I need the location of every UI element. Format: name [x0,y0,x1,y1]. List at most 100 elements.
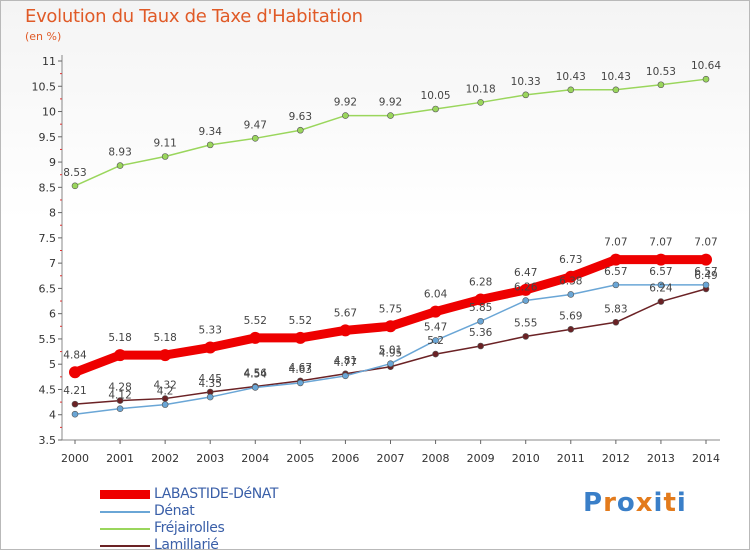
data-label-labastide: 5.67 [334,307,357,319]
data-point-labastide [474,293,487,306]
data-point-frejairolles [251,135,259,142]
x-tick-label: 2014 [692,452,720,465]
data-label-lamillarie: 5.2 [427,335,444,347]
data-point-lamillarie [657,298,665,305]
y-tick-label: 4.5 [39,383,57,396]
data-label-labastide: 4.84 [63,349,87,361]
data-point-labastide [159,349,172,362]
chart-series-layer [69,75,712,418]
x-tick-label: 2003 [196,452,224,465]
data-label-lamillarie: 4.32 [153,380,176,392]
data-point-labastide [654,253,667,266]
logo-letter: r [603,488,617,518]
data-point-denat [206,393,214,401]
y-tick-label: 8 [49,207,56,220]
logo-letter: t [663,488,677,518]
data-label-lamillarie: 4.21 [63,385,86,397]
data-label-lamillarie: 4.81 [334,355,357,367]
logo-letter: o [616,488,636,518]
chart-title: Evolution du Taux de Taxe d'Habitation [25,6,363,27]
x-tick-label: 2002 [151,452,179,465]
data-label-denat: 6.57 [604,266,627,278]
data-label-denat: 5.85 [469,302,492,314]
data-point-labastide [609,253,622,266]
legend-label-lamillarie: Lamillarié [154,537,219,553]
data-label-lamillarie: 5.55 [514,317,537,329]
data-label-denat: 4.77 [334,357,357,369]
x-tick-label: 2008 [422,452,450,465]
data-label-labastide: 5.52 [289,315,312,327]
data-point-denat [657,281,665,289]
data-label-lamillarie: 6.49 [694,270,717,282]
data-point-labastide [429,305,442,318]
x-tick-label: 2012 [602,452,630,465]
logo-letter: i [653,488,664,518]
y-tick-label: 7.5 [39,232,57,245]
data-point-labastide [204,341,217,354]
y-tick-label: 9.5 [39,131,57,144]
data-point-denat [702,281,710,289]
data-label-lamillarie: 5.83 [604,303,627,315]
data-point-labastide [69,366,81,379]
data-point-denat [342,372,349,380]
data-label-frejairolles: 9.63 [289,111,312,123]
data-point-lamillarie [71,400,79,408]
data-label-labastide: 6.47 [514,267,537,279]
data-point-frejairolles [342,112,349,119]
data-label-labastide: 7.07 [649,237,672,249]
data-point-frejairolles [477,99,484,106]
y-tick-label: 6.5 [39,282,57,295]
data-point-denat [71,410,79,418]
data-point-lamillarie [612,318,620,326]
data-label-labastide: 5.33 [199,325,222,337]
logo-letter: x [635,488,654,518]
x-tick-label: 2005 [286,452,314,465]
data-point-frejairolles [612,86,620,94]
data-point-frejairolles [71,182,79,190]
y-tick-label: 8.5 [39,181,57,194]
data-label-denat: 6.38 [559,275,582,287]
legend-label-denat: Dénat [154,503,195,519]
legend-label-labastide: LABASTIDE-DéNAT [154,486,279,502]
data-point-denat [432,337,439,344]
data-point-labastide [249,331,262,344]
legend-swatch-labastide [100,490,150,499]
data-label-frejairolles: 9.92 [334,97,357,109]
data-point-frejairolles [116,162,124,169]
data-point-denat [612,281,620,289]
y-tick-label: 7 [49,257,56,270]
data-label-frejairolles: 9.92 [379,97,402,109]
data-label-lamillarie: 4.28 [108,382,131,394]
chart-data-labels: 8.53 8.93 9.11 9.34 9.47 9.63 9.92 9.92 10.05 10.… [63,60,721,401]
x-tick-label: 2013 [647,452,675,465]
y-tick-label: 10.5 [32,80,57,93]
data-label-labastide: 5.52 [244,315,267,327]
data-point-labastide [564,270,577,283]
x-tick-label: 2001 [106,452,134,465]
data-point-labastide [294,331,307,344]
data-point-labastide [339,324,352,337]
data-point-labastide [114,349,127,362]
data-label-labastide: 6.73 [559,254,582,266]
y-tick-label: 10 [42,106,56,119]
data-label-labastide: 7.07 [694,237,717,249]
data-label-labastide: 5.18 [153,332,176,344]
data-point-frejairolles [522,91,530,99]
data-point-lamillarie [567,326,575,333]
data-label-labastide: 7.07 [604,237,627,249]
data-label-denat: 4.12 [108,390,131,402]
logo-letter: i [676,488,687,518]
data-point-denat [567,291,575,298]
y-tick-label: 11 [42,55,56,68]
x-tick-label: 2009 [467,452,495,465]
data-label-frejairolles: 10.64 [691,60,721,72]
data-label-frejairolles: 9.47 [244,119,267,131]
data-point-denat [522,297,530,304]
data-point-frejairolles [567,86,575,94]
data-point-lamillarie [477,342,484,350]
y-tick-label: 3.5 [39,434,57,447]
data-point-lamillarie [522,333,530,340]
logo-letter: P [583,488,604,518]
